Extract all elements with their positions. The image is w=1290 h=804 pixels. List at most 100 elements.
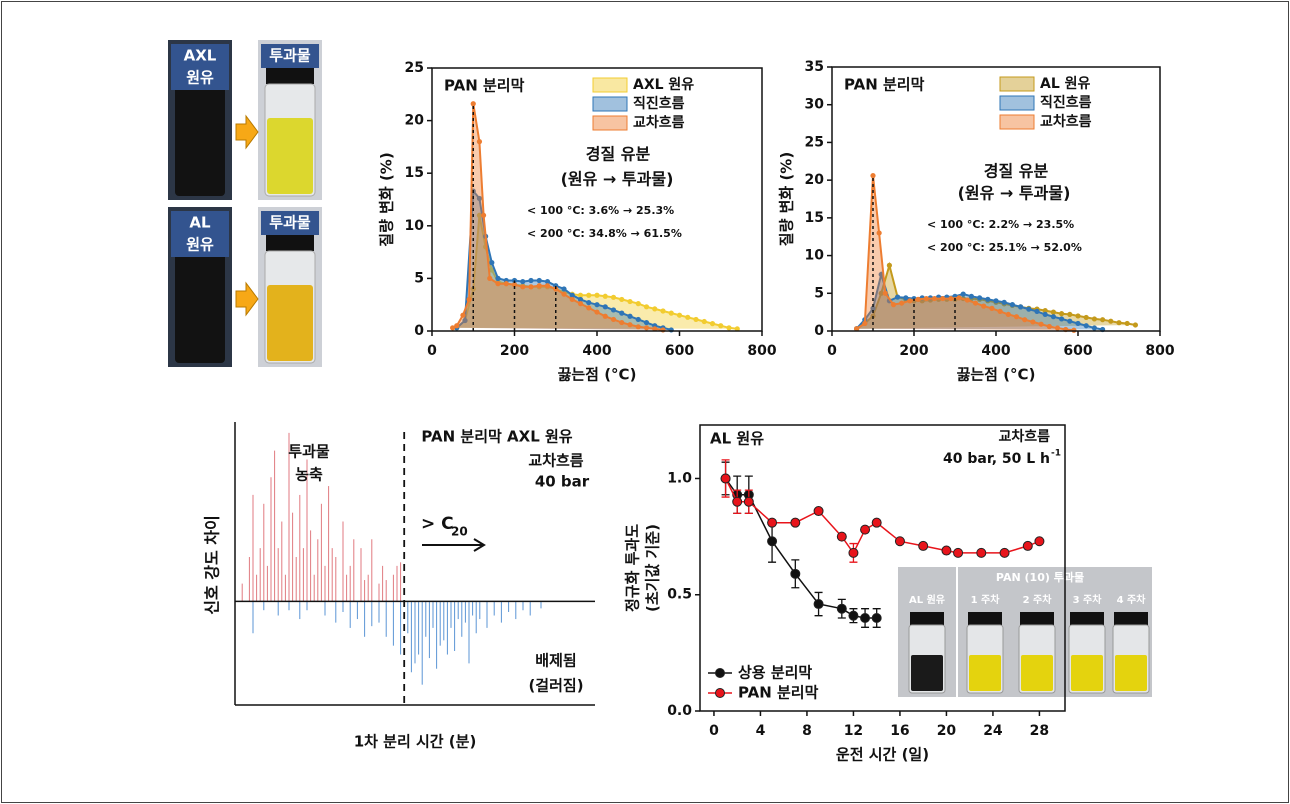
point bbox=[536, 277, 542, 284]
point bbox=[997, 308, 1003, 314]
x-tick-label: 4 bbox=[756, 723, 766, 739]
x-tick-label: 0 bbox=[827, 343, 837, 359]
point bbox=[610, 316, 617, 323]
line-series bbox=[724, 478, 877, 619]
legend-marker bbox=[715, 668, 725, 678]
legend-label: 교차흐름 bbox=[1040, 114, 1092, 130]
point bbox=[602, 304, 608, 310]
vial-cap bbox=[968, 612, 1002, 626]
annotation: < 100 °C: 3.6% → 25.3% bbox=[527, 204, 674, 217]
point bbox=[536, 283, 542, 289]
point bbox=[890, 302, 897, 308]
point bbox=[907, 298, 913, 304]
chart-title: PAN 분리막 bbox=[444, 77, 525, 95]
point bbox=[544, 278, 551, 285]
vial-cap bbox=[1070, 612, 1104, 626]
point bbox=[643, 319, 650, 326]
legend-swatch bbox=[592, 96, 628, 112]
point bbox=[495, 281, 501, 287]
legend-label: AL 원유 bbox=[1040, 76, 1091, 92]
label-box bbox=[171, 211, 229, 257]
point bbox=[701, 318, 707, 325]
point bbox=[635, 316, 641, 323]
annotation: 농축 bbox=[295, 466, 323, 484]
annotation-sup: -1 bbox=[1051, 449, 1061, 459]
point bbox=[709, 321, 716, 327]
inset-title: PAN (10) 투과물 bbox=[996, 570, 1084, 584]
point bbox=[767, 517, 778, 528]
annotation: < 200 °C: 25.1% → 52.0% bbox=[927, 241, 1082, 254]
point bbox=[999, 547, 1010, 558]
point bbox=[511, 282, 518, 288]
legend-swatch bbox=[592, 115, 628, 131]
crude-label: AL bbox=[189, 214, 211, 232]
vial-dark bbox=[175, 243, 225, 363]
vial-dark bbox=[175, 76, 225, 196]
point bbox=[1018, 304, 1024, 310]
point bbox=[594, 292, 600, 298]
point bbox=[610, 307, 617, 313]
label-box bbox=[261, 211, 319, 235]
annotation: 배제됨 bbox=[535, 652, 576, 670]
vial-cap bbox=[266, 235, 314, 251]
point bbox=[476, 195, 483, 202]
arrow bbox=[422, 538, 486, 552]
point bbox=[767, 536, 778, 547]
point bbox=[734, 326, 740, 332]
point bbox=[561, 291, 567, 297]
point bbox=[993, 298, 999, 304]
point bbox=[972, 300, 979, 306]
point bbox=[476, 139, 483, 145]
annotation: 교차흐름 bbox=[998, 429, 1050, 445]
vial-liquid bbox=[969, 655, 1001, 691]
point bbox=[1075, 313, 1081, 319]
legend-label: 교차흐름 bbox=[633, 115, 685, 131]
point bbox=[1091, 325, 1097, 331]
point bbox=[454, 323, 460, 329]
x-tick-label: 400 bbox=[981, 343, 1010, 359]
point bbox=[495, 275, 501, 281]
point bbox=[956, 295, 962, 301]
point bbox=[882, 290, 888, 296]
arrow-label-sub: 20 bbox=[451, 525, 468, 539]
point bbox=[610, 294, 617, 300]
annotation: 경질 유분 bbox=[984, 162, 1049, 181]
point bbox=[941, 545, 952, 556]
point bbox=[1001, 299, 1007, 305]
point bbox=[977, 295, 983, 301]
annotation: < 200 °C: 34.8% → 61.5% bbox=[527, 227, 682, 240]
point bbox=[726, 325, 732, 331]
point bbox=[489, 260, 495, 266]
y-tick-label: 20 bbox=[405, 113, 425, 129]
point bbox=[528, 277, 534, 284]
point bbox=[577, 292, 584, 298]
inset-label: 1 주차 bbox=[971, 593, 1001, 606]
y-tick-label: 30 bbox=[805, 97, 825, 113]
point bbox=[1022, 540, 1033, 551]
permeate-label: 투과물 bbox=[269, 47, 311, 65]
y-axis-label: 정규화 투과도 bbox=[624, 524, 642, 612]
point bbox=[1054, 325, 1061, 331]
point bbox=[460, 312, 466, 318]
legend-marker bbox=[715, 688, 725, 698]
point bbox=[1075, 320, 1081, 327]
point bbox=[813, 506, 824, 517]
point bbox=[561, 286, 567, 292]
inset-label: 4 주차 bbox=[1117, 593, 1147, 606]
annotation: PAN 분리막 AXL 원유 bbox=[421, 428, 572, 446]
point bbox=[790, 517, 801, 528]
y-axis-label: 질량 변화 (%) bbox=[778, 152, 796, 246]
y-tick-label: 25 bbox=[805, 134, 824, 150]
point bbox=[871, 517, 882, 528]
point bbox=[976, 547, 987, 558]
point bbox=[660, 327, 666, 333]
x-tick-label: 400 bbox=[582, 343, 611, 359]
vial-cap bbox=[1020, 612, 1054, 626]
annotation: 투과물 bbox=[288, 443, 330, 461]
y-axis-label: 질량 변화 (%) bbox=[378, 152, 396, 246]
point bbox=[918, 540, 929, 551]
point bbox=[594, 309, 600, 315]
point bbox=[1030, 319, 1036, 325]
arrow-label: > C bbox=[421, 514, 454, 534]
point bbox=[660, 308, 666, 314]
